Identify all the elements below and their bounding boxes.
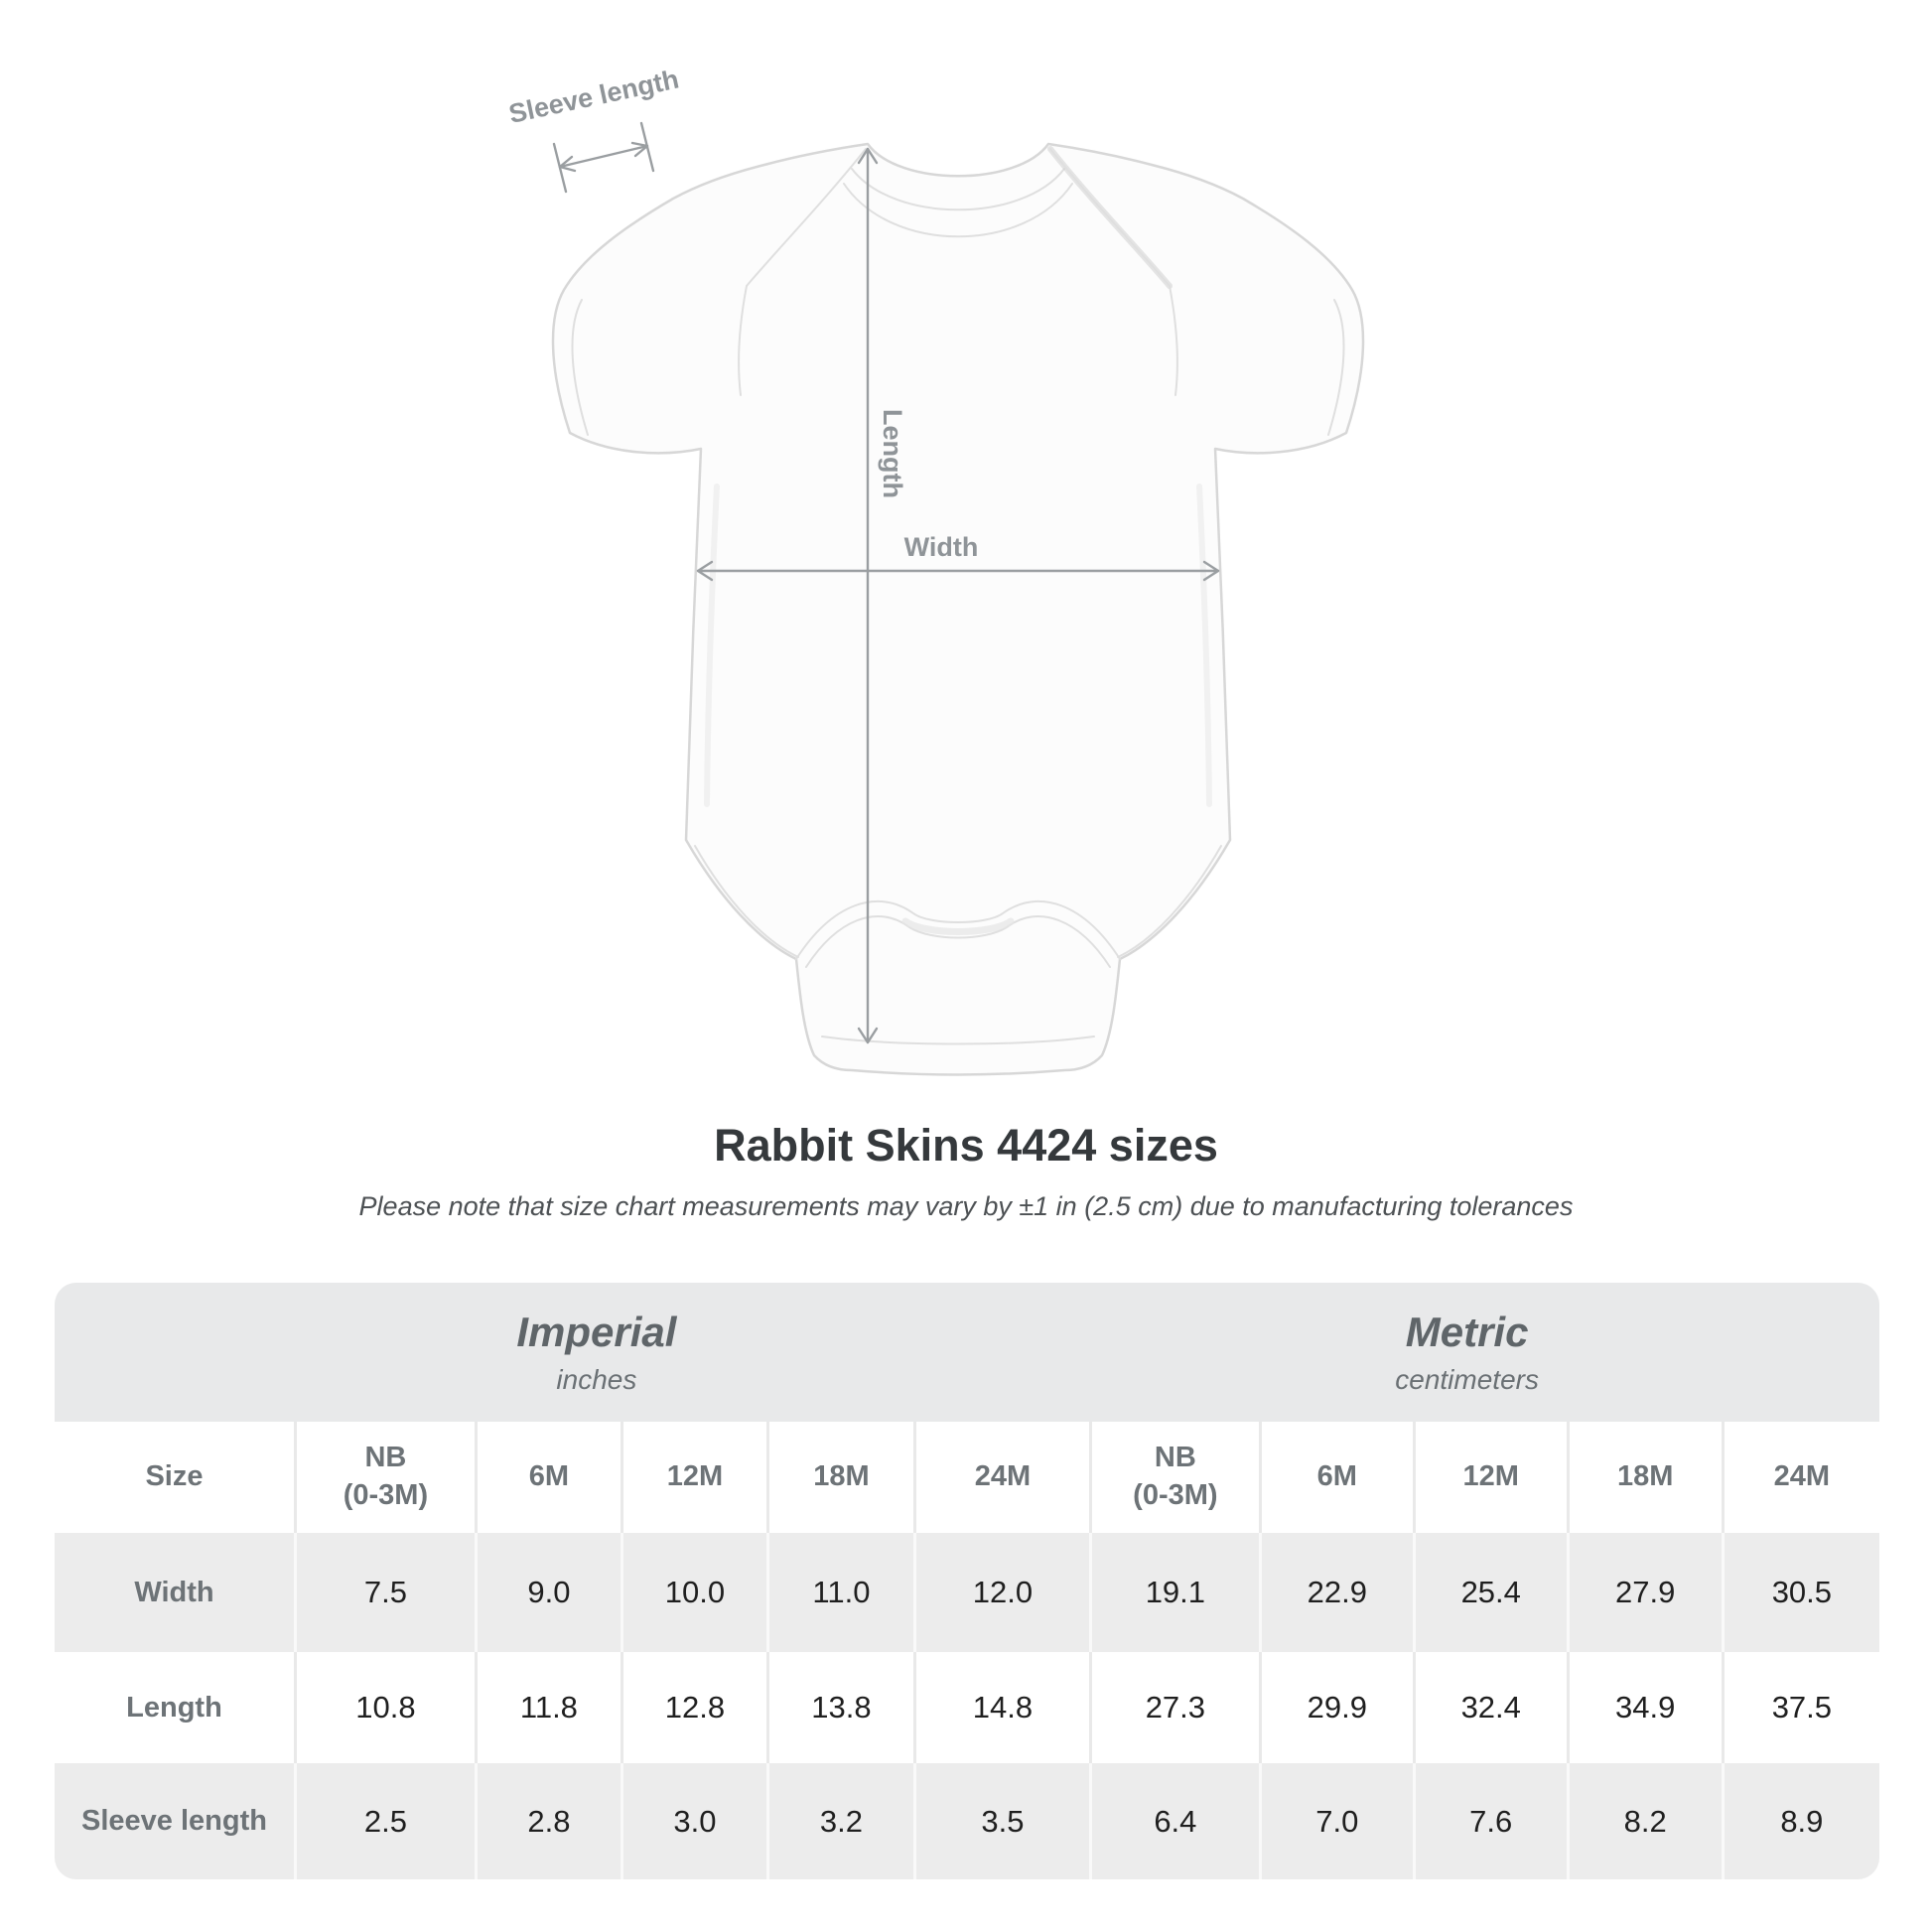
units-header-band: Imperial inches Metric centimeters	[55, 1283, 1879, 1422]
table-cell: 13.8	[765, 1652, 913, 1763]
onesie-illustration	[551, 142, 1365, 1076]
table-cell: 7.5	[293, 1533, 475, 1652]
size-header-row: Size NB (0-3M) 6M 12M 18M 24M NB (0-3M) …	[55, 1422, 1879, 1533]
size-corner-label: Size	[55, 1422, 294, 1533]
column-header: 18M	[1566, 1422, 1722, 1533]
row-label: Width	[55, 1533, 294, 1652]
imperial-label: Imperial	[516, 1309, 677, 1355]
metric-header: Metric centimeters	[1395, 1309, 1539, 1396]
metric-unit: centimeters	[1395, 1364, 1539, 1395]
table-cell: 12.8	[620, 1652, 766, 1763]
imperial-unit: inches	[556, 1364, 637, 1395]
table-cell: 9.0	[474, 1533, 621, 1652]
width-arrow	[696, 560, 1220, 582]
table-cell: 19.1	[1088, 1533, 1259, 1652]
table-cell: 7.6	[1412, 1763, 1567, 1879]
length-label: Length	[878, 409, 907, 498]
table-cell: 32.4	[1412, 1652, 1567, 1763]
table-cell: 2.8	[474, 1763, 621, 1879]
table-cell: 34.9	[1566, 1652, 1722, 1763]
table-cell: 3.5	[912, 1763, 1089, 1879]
width-label: Width	[904, 532, 979, 562]
column-header: 12M	[1412, 1422, 1567, 1533]
column-header: 6M	[474, 1422, 621, 1533]
metric-label: Metric	[1405, 1309, 1529, 1355]
column-header: 18M	[765, 1422, 913, 1533]
table-cell: 12.0	[912, 1533, 1089, 1652]
sleeve-length-arrow	[552, 121, 655, 194]
measurement-annotations	[552, 121, 1220, 1044]
row-label: Sleeve length	[55, 1763, 294, 1879]
table-cell: 30.5	[1721, 1533, 1879, 1652]
table-cell: 25.4	[1412, 1533, 1567, 1652]
row-label: Length	[55, 1652, 294, 1763]
column-header: NB (0-3M)	[293, 1422, 475, 1533]
length-row: Length 10.8 11.8 12.8 13.8 14.8 27.3 29.…	[55, 1652, 1879, 1763]
column-header: NB (0-3M)	[1088, 1422, 1259, 1533]
table-cell: 3.2	[765, 1763, 913, 1879]
table-cell: 6.4	[1088, 1763, 1259, 1879]
size-chart-table: Imperial inches Metric centimeters Size …	[55, 1283, 1879, 1879]
table-cell: 8.9	[1721, 1763, 1879, 1879]
table-cell: 3.0	[620, 1763, 766, 1879]
table-cell: 27.9	[1566, 1533, 1722, 1652]
table-cell: 10.0	[620, 1533, 766, 1652]
page-title: Rabbit Skins 4424 sizes	[714, 1120, 1218, 1171]
table-cell: 29.9	[1258, 1652, 1413, 1763]
length-arrow	[857, 147, 879, 1044]
onesie-seams	[571, 146, 1345, 1045]
column-header: 6M	[1258, 1422, 1413, 1533]
table-cell: 7.0	[1258, 1763, 1413, 1879]
sleeve-length-row: Sleeve length 2.5 2.8 3.0 3.2 3.5 6.4 7.…	[55, 1763, 1879, 1879]
table-cell: 22.9	[1258, 1533, 1413, 1652]
table-cell: 14.8	[912, 1652, 1089, 1763]
imperial-header: Imperial inches	[516, 1309, 676, 1396]
table-cell: 27.3	[1088, 1652, 1259, 1763]
sleeve-length-label: Sleeve length	[506, 64, 682, 129]
table-cell: 2.5	[293, 1763, 475, 1879]
column-header: 24M	[912, 1422, 1089, 1533]
table-cell: 37.5	[1721, 1652, 1879, 1763]
table-cell: 8.2	[1566, 1763, 1722, 1879]
column-header: 24M	[1721, 1422, 1879, 1533]
column-header: 12M	[620, 1422, 766, 1533]
onesie-measurement-diagram: Sleeve length Length Width	[506, 64, 1365, 1076]
tolerance-note: Please note that size chart measurements…	[358, 1191, 1574, 1221]
table-cell: 10.8	[293, 1652, 475, 1763]
table-cell: 11.0	[765, 1533, 913, 1652]
size-table: Size NB (0-3M) 6M 12M 18M 24M NB (0-3M) …	[55, 1422, 1879, 1879]
width-row: Width 7.5 9.0 10.0 11.0 12.0 19.1 22.9 2…	[55, 1533, 1879, 1652]
table-cell: 11.8	[474, 1652, 621, 1763]
